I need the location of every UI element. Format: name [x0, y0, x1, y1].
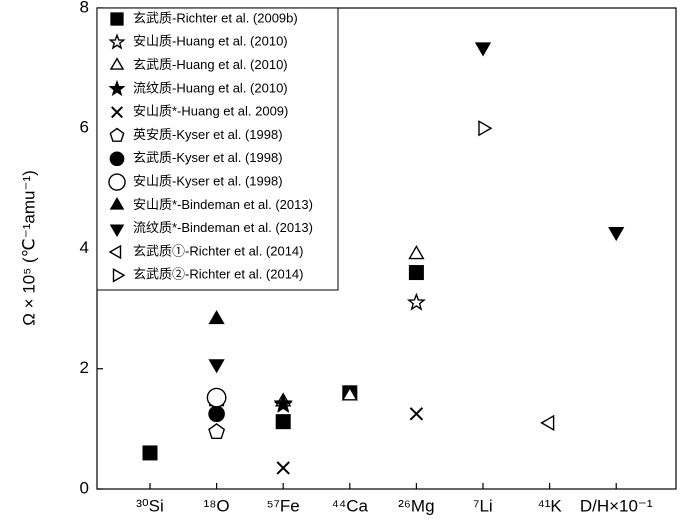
marker — [408, 245, 425, 260]
marker — [206, 387, 227, 408]
x-tick-label: ⁴⁴Ca — [332, 496, 369, 515]
legend-marker — [108, 173, 126, 191]
legend-box — [96, 7, 339, 291]
marker — [478, 120, 493, 137]
marker — [208, 423, 226, 440]
x-tick-label: ⁷Li — [473, 496, 492, 515]
x-tick-label: ³⁰Si — [136, 496, 164, 515]
legend-marker — [108, 79, 126, 97]
legend-label: 玄武质②-Richter et al. (2014) — [133, 267, 304, 282]
marker — [273, 393, 293, 412]
marker — [341, 386, 358, 401]
marker — [208, 405, 225, 423]
legend-marker — [109, 224, 125, 238]
legend-marker — [109, 151, 125, 167]
x-tick-label: ⁵⁷Fe — [267, 496, 300, 515]
legend-marker — [108, 244, 122, 260]
marker — [540, 414, 555, 432]
legend-label: 流纹质*-Bindeman et al. (2013) — [133, 220, 313, 235]
x-tick-label: ²⁶Mg — [398, 496, 434, 515]
marker — [406, 292, 426, 311]
legend-label: 安山质*-Bindeman et al. (2013) — [133, 197, 313, 212]
legend-label: 流纹质-Huang et al. (2010) — [133, 80, 288, 95]
legend-label: 英安质-Kyser et al. (1998) — [133, 127, 283, 142]
legend-label: 安山质-Huang et al. (2010) — [133, 34, 288, 49]
legend-marker — [112, 268, 126, 283]
marker — [275, 414, 291, 430]
y-tick-label: 8 — [80, 0, 89, 16]
y-tick-label: 4 — [80, 238, 89, 257]
marker — [408, 265, 424, 281]
marker — [276, 461, 290, 475]
y-tick-label: 0 — [80, 478, 89, 497]
x-tick-label: D/H×10⁻¹ — [580, 496, 653, 515]
marker — [142, 445, 158, 461]
marker — [608, 226, 625, 242]
legend-label: 安山质-Kyser et al. (1998) — [133, 174, 283, 189]
marker — [474, 42, 492, 57]
legend-marker — [110, 12, 124, 26]
legend-label: 安山质*-Huang et al. 2009) — [133, 104, 288, 119]
legend-label: 玄武质-Huang et al. (2010) — [133, 57, 288, 72]
x-tick-label: ¹⁸O — [204, 496, 230, 515]
y-axis-label: Ω × 10⁵ (℃⁻¹amu⁻¹) — [19, 170, 38, 326]
legend-marker — [108, 33, 126, 50]
x-tick-label: ⁴¹K — [537, 496, 562, 515]
marker — [208, 310, 225, 325]
legend-label: 玄武质①-Richter et al. (2014) — [133, 243, 304, 258]
marker — [208, 359, 225, 374]
legend-marker — [109, 127, 125, 142]
legend-marker — [109, 196, 125, 210]
legend-label: 玄武质-Richter et al. (2009b) — [133, 10, 298, 25]
y-tick-label: 6 — [80, 118, 89, 137]
legend-marker — [109, 57, 125, 70]
legend-marker — [111, 106, 123, 119]
y-tick-label: 2 — [80, 358, 89, 377]
marker — [409, 407, 424, 421]
legend-label: 玄武质-Kyser et al. (1998) — [133, 150, 283, 165]
